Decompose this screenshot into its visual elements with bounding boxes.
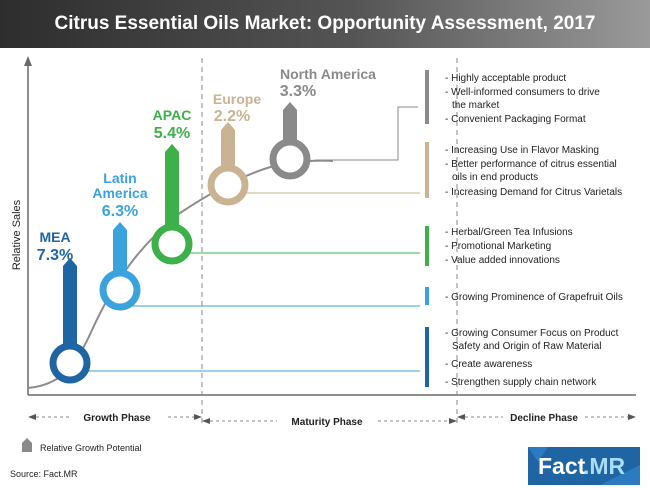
annotation-bar-latam [425,287,429,305]
bullet-na-1: - Highly acceptable product [445,73,566,84]
phase-axis: Growth Phase Maturity Phase Decline Phas… [28,410,636,428]
label-latam-line1: Latin [103,170,136,186]
marker-apac [151,144,193,265]
logo-facet-1 [528,447,548,462]
annotation-bar-mea [425,327,429,387]
annotation-text: - Highly acceptable product - Well-infor… [445,73,623,388]
label-europe-name: Europe [213,91,261,107]
annotation-bar-na [425,70,429,124]
legend-icon [22,443,32,452]
bullet-na-3: the market [452,100,499,111]
annotation-bar-europe [425,142,429,198]
marker-latam-tip [113,222,127,230]
y-axis-arrow [24,56,32,66]
connector-lines [70,106,420,372]
logo-facet-2 [600,465,640,485]
bullet-na-4: - Convenient Packaging Format [445,114,586,125]
label-apac-name: APAC [153,107,192,123]
logo-part1: Fact [538,453,586,479]
marker-europe [207,122,249,206]
bullet-mea-1: - Growing Consumer Focus on Product [445,328,619,339]
connector-na [315,106,418,161]
marker-europe-stem [221,130,235,176]
annotation-bars [425,70,429,387]
bullet-mea-4: - Strengthen supply chain network [445,377,597,388]
phase-growth-arrow-left [28,414,36,420]
marker-na-tip [283,102,297,110]
bullet-eu-4: - Increasing Demand for Citrus Varietals [445,187,622,198]
bullet-eu-1: - Increasing Use in Flavor Masking [445,145,599,156]
marker-mea-stem [63,266,77,352]
phase-decline-arrow-left [457,414,465,420]
y-axis-label: Relative Sales [11,199,23,270]
phase-decline-label: Decline Phase [510,413,578,424]
source-text: Source: Fact.MR [10,469,78,479]
factmr-logo: Fact .MR [528,447,640,485]
marker-apac-ring [151,223,193,265]
bullet-apac-3: - Value added innovations [445,255,560,266]
chart-title: Citrus Essential Oils Market: Opportunit… [54,13,596,34]
annotation-bar-apac [425,226,429,266]
marker-mea-ring [49,342,91,384]
bullet-na-2: - Well-informed consumers to drive [445,87,600,98]
phase-decline-mask [503,410,585,424]
phase-growth-arrow-right [194,414,202,420]
marker-na-ring [269,138,311,180]
marker-europe-tip [221,122,235,130]
label-europe-value: 2.2% [214,108,250,125]
legend-icon-tip [22,438,32,443]
label-mea-name: MEA [39,229,70,245]
legend: Relative Growth Potential [22,438,142,453]
marker-europe-ring [207,164,249,206]
label-apac-value: 5.4% [154,125,190,142]
phase-maturity-arrow-right [449,418,457,424]
phase-growth-mask [70,410,165,424]
marker-mea-tip [63,258,77,266]
marker-latam-ring [99,269,141,311]
axes: Relative Sales [11,56,636,396]
legend-label: Relative Growth Potential [40,443,142,453]
region-labels: MEA 7.3% Latin America 6.3% APAC 5.4% Eu… [37,66,376,264]
logo-part2: .MR [583,453,626,479]
label-na-name: North America [280,66,376,82]
marker-apac-tip [165,144,179,152]
phase-decline-arrow-right [628,414,636,420]
phase-maturity-label: Maturity Phase [291,417,363,428]
marker-apac-stem [165,152,179,234]
phase-maturity-mask [277,414,377,428]
marker-mea [49,258,91,384]
bullet-apac-2: - Promotional Marketing [445,241,551,252]
bullet-mea-3: - Create awareness [445,359,532,370]
bullet-latam-1: - Growing Prominence of Grapefruit Oils [445,292,623,303]
phase-growth-label: Growth Phase [83,413,151,424]
bullet-eu-3: oils in end products [452,172,538,183]
label-mea-value: 7.3% [37,247,73,264]
label-latam-line2: America [92,185,147,201]
label-na-value: 3.3% [280,83,316,100]
phase-maturity-arrow-left [202,418,210,424]
title-bar: Citrus Essential Oils Market: Opportunit… [0,0,650,48]
label-latam-value: 6.3% [102,203,138,220]
bullet-eu-2: - Better performance of citrus essential [445,159,617,170]
marker-na [269,102,311,180]
bullet-mea-2: Safety and Origin of Raw Material [452,341,602,352]
marker-latam [99,222,141,311]
bullet-apac-1: - Herbal/Green Tea Infusions [445,227,573,238]
